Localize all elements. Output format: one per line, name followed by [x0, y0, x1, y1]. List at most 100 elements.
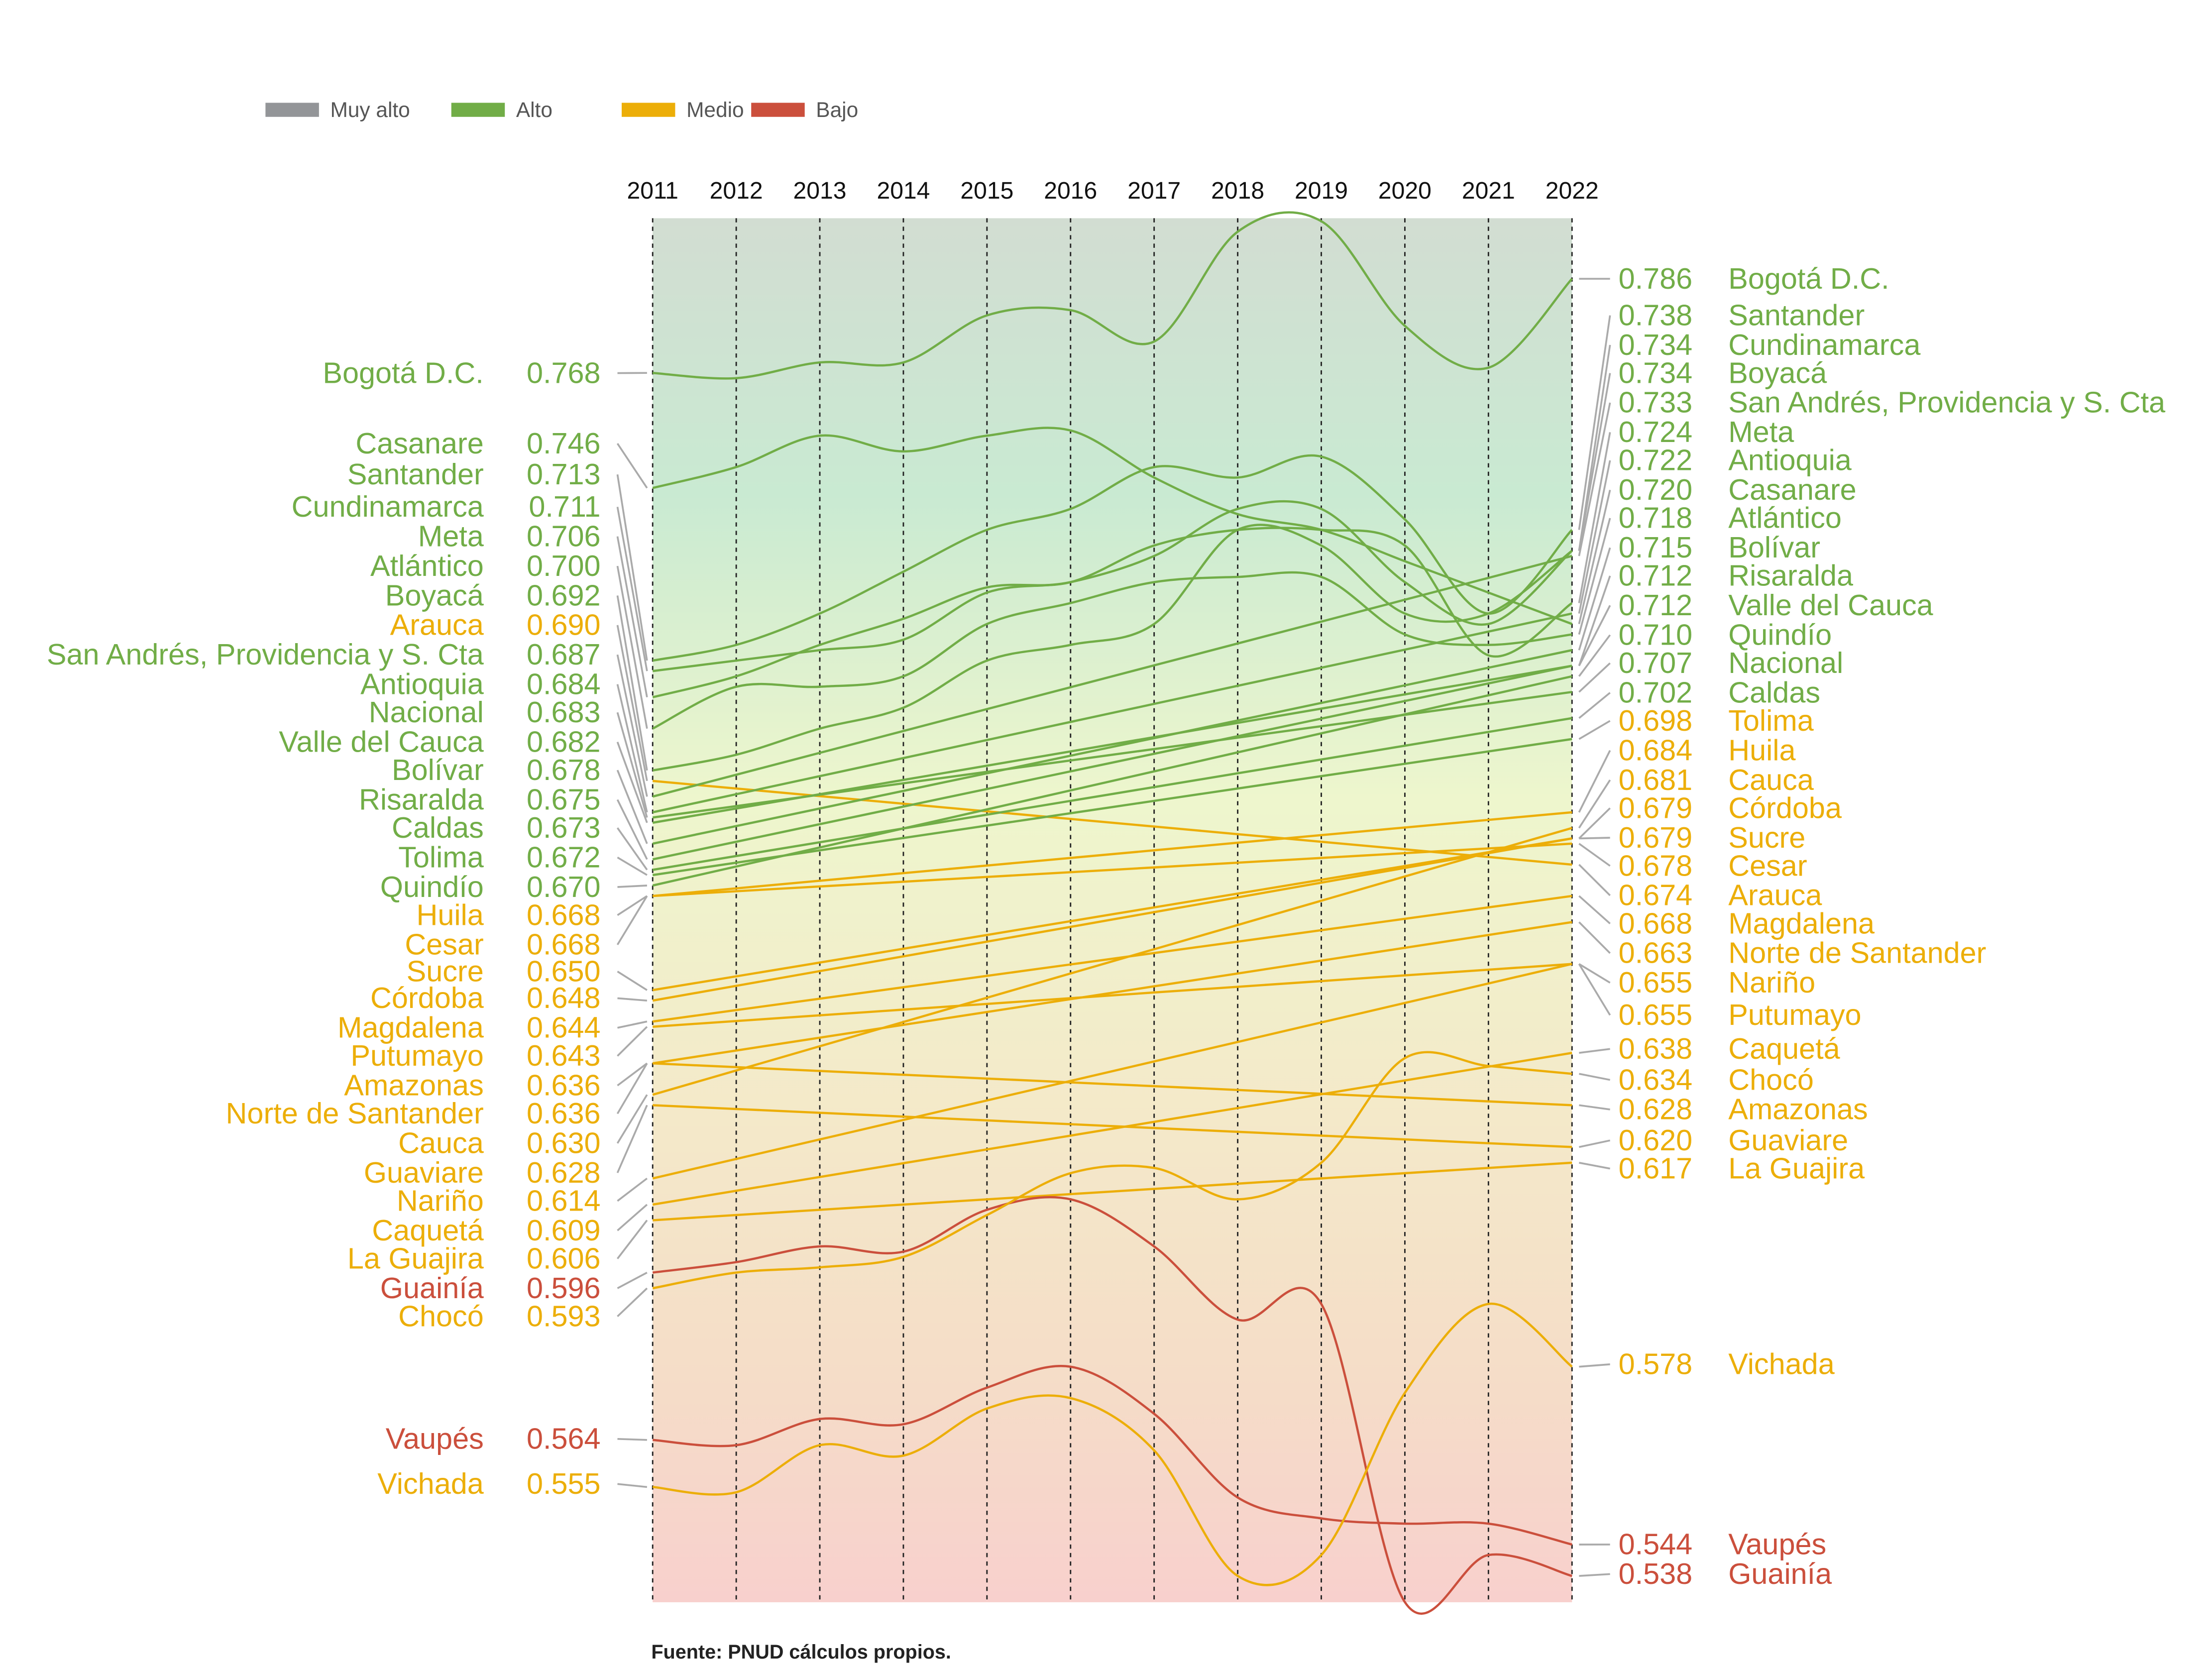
series-line — [652, 649, 1572, 845]
series-name: Tolima — [1728, 704, 1814, 737]
legend-label: Muy alto — [330, 98, 410, 121]
end-label: 0.712 Valle del Cauca — [1578, 588, 1934, 667]
x-tick-label: 2022 — [1546, 177, 1599, 204]
leader-line — [1578, 921, 1611, 954]
start-value: 0.670 — [527, 870, 601, 903]
leader-line — [1578, 692, 1611, 719]
leader-line — [617, 895, 648, 916]
start-value: 0.700 — [527, 549, 601, 582]
series-line — [653, 1062, 1572, 1107]
start-label: Sucre 0.650 — [407, 954, 648, 991]
series-name: Chocó — [398, 1299, 484, 1333]
start-value: 0.564 — [527, 1422, 601, 1455]
series-name: Chocó — [1728, 1063, 1814, 1096]
start-label: Amazonas 0.636 — [344, 1062, 648, 1102]
series-line — [652, 837, 1572, 1002]
leader-line — [1578, 518, 1611, 635]
start-label: Putumayo 0.643 — [350, 1026, 648, 1072]
series-name: Risaralda — [1728, 559, 1854, 592]
x-tick-label: 2016 — [1044, 177, 1097, 204]
end-value: 0.710 — [1619, 618, 1693, 651]
start-value: 0.555 — [527, 1467, 601, 1500]
leader-line — [1578, 547, 1611, 651]
end-value: 0.663 — [1619, 936, 1693, 970]
series-name: Casanare — [1728, 473, 1856, 506]
series-line — [653, 811, 1572, 897]
end-value: 0.628 — [1619, 1093, 1693, 1126]
end-value: 0.679 — [1619, 791, 1693, 824]
end-value: 0.698 — [1619, 704, 1693, 737]
end-label: 0.617 La Guajira — [1579, 1151, 1865, 1185]
x-tick-label: 2011 — [627, 177, 678, 204]
series-name: Amazonas — [344, 1069, 484, 1102]
series-name: Córdoba — [370, 981, 484, 1014]
series-name: Bolívar — [1728, 531, 1820, 564]
leader-line — [1578, 460, 1611, 614]
end-label: 0.712 Risaralda — [1578, 559, 1854, 667]
leader-line — [616, 506, 648, 671]
end-label: 0.724 Meta — [1578, 415, 1794, 603]
end-label: 0.722 Antioquia — [1578, 444, 1852, 614]
start-label: Boyacá 0.692 — [385, 578, 648, 771]
end-label: 0.718 Atlántico — [1578, 501, 1842, 635]
end-value: 0.720 — [1619, 473, 1693, 506]
start-label: Arauca 0.690 — [390, 608, 648, 781]
end-value: 0.734 — [1619, 328, 1693, 361]
leader-line — [616, 742, 648, 823]
start-value: 0.684 — [527, 667, 601, 700]
series-name: Cundinamarca — [1728, 328, 1921, 361]
end-label: 0.702 Caldas — [1578, 675, 1820, 719]
legend-swatch — [451, 103, 505, 117]
leader-line — [1578, 432, 1611, 603]
start-value: 0.672 — [527, 840, 601, 874]
series-name: Huila — [416, 898, 484, 931]
leader-line — [1578, 750, 1611, 813]
start-value: 0.643 — [527, 1039, 601, 1072]
leader-line — [1578, 605, 1611, 667]
series-lines — [652, 211, 1573, 1615]
start-value: 0.668 — [527, 928, 601, 961]
series-name: Nariño — [1728, 966, 1815, 999]
series-line — [653, 1161, 1572, 1222]
series-name: La Guajira — [1728, 1151, 1865, 1185]
end-value: 0.722 — [1619, 444, 1693, 477]
leader-line — [1578, 720, 1611, 740]
leader-line — [616, 536, 648, 698]
series-name: Antioquia — [1728, 444, 1852, 477]
end-label: 0.655 Putumayo — [1578, 963, 1862, 1031]
start-label: Tolima 0.672 — [398, 840, 648, 876]
series-name: Guaviare — [364, 1156, 484, 1189]
series-line — [652, 454, 1573, 662]
start-value: 0.687 — [527, 638, 601, 671]
end-label: 0.668 Magdalena — [1578, 895, 1875, 940]
series-name: Antioquia — [360, 667, 484, 700]
end-value: 0.578 — [1619, 1347, 1693, 1381]
series-name: Bogotá D.C. — [323, 356, 483, 389]
series-name: La Guajira — [347, 1242, 484, 1275]
leader-line — [1578, 843, 1611, 867]
series-name: Cundinamarca — [292, 490, 484, 523]
series-line — [653, 1303, 1573, 1586]
start-value: 0.692 — [527, 578, 601, 612]
series-name: Valle del Cauca — [279, 725, 484, 758]
end-value: 0.634 — [1619, 1063, 1693, 1096]
x-tick-label: 2012 — [710, 177, 763, 204]
leader-line — [1579, 1139, 1611, 1148]
leader-line — [1579, 1573, 1610, 1577]
start-value: 0.706 — [527, 519, 601, 553]
series-name: San Andrés, Providencia y S. Cta — [47, 638, 484, 671]
start-value: 0.644 — [527, 1011, 601, 1044]
series-name: Risaralda — [359, 782, 484, 816]
series-line — [652, 555, 1572, 798]
series-name: Magdalena — [337, 1011, 484, 1044]
end-label: 0.681 Cauca — [1578, 763, 1814, 829]
start-label: Cundinamarca 0.711 — [292, 490, 648, 671]
series-name: Meta — [1728, 415, 1794, 448]
end-value: 0.620 — [1619, 1123, 1693, 1157]
leader-line — [1578, 963, 1611, 984]
end-value: 0.707 — [1619, 646, 1693, 679]
series-name: Guaviare — [1728, 1123, 1848, 1157]
leader-line — [1579, 1162, 1610, 1170]
end-value: 0.738 — [1619, 298, 1693, 332]
start-value: 0.668 — [527, 898, 601, 931]
